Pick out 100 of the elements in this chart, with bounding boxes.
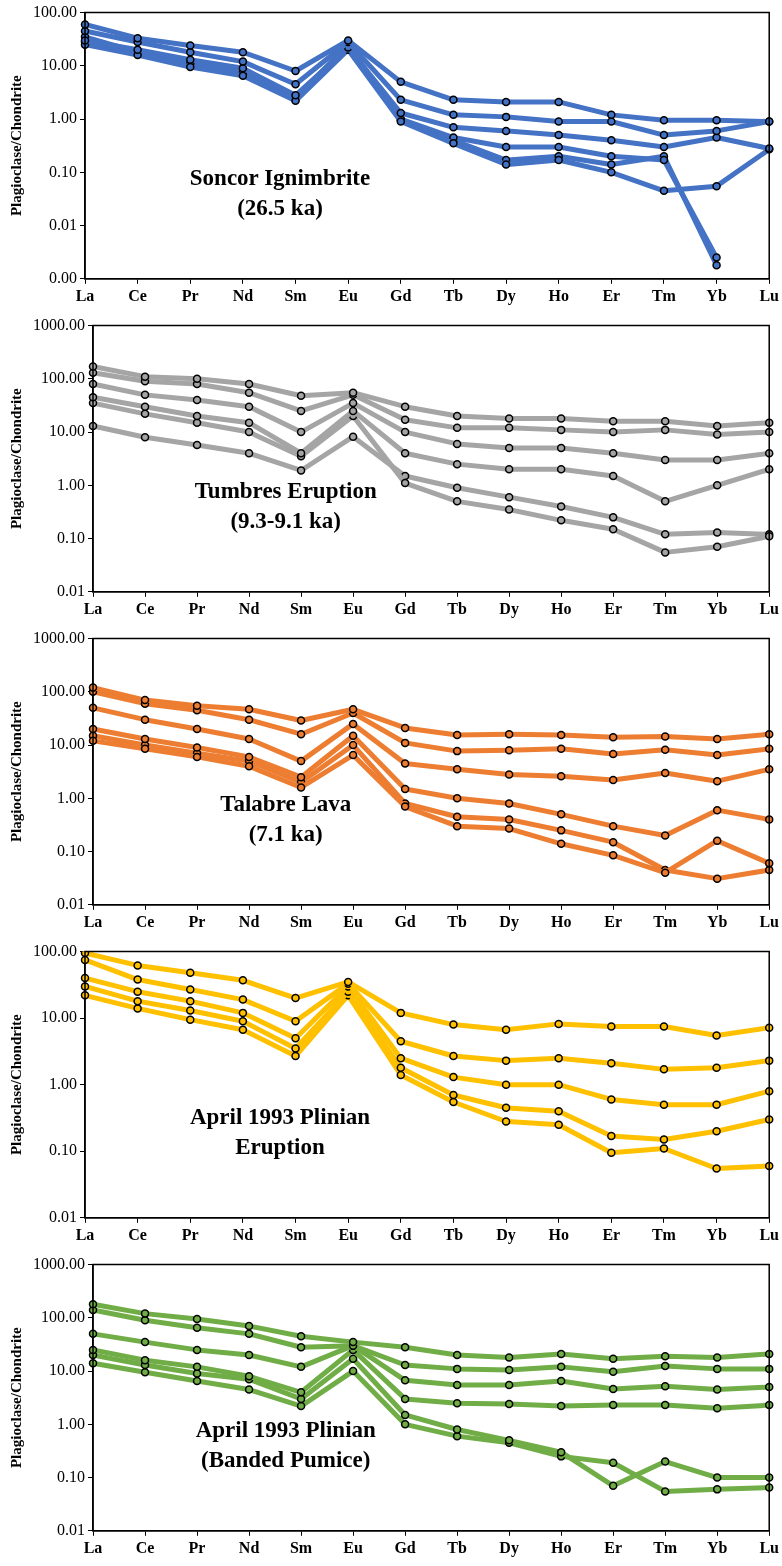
x-tick-label: Lu (759, 912, 780, 930)
x-tick-label: Tm (651, 286, 677, 304)
x-tick-label: Dy (499, 912, 519, 931)
x-tick-label: Lu (759, 1225, 780, 1243)
annotation: Tumbres Eruption (194, 477, 377, 503)
y-tick-label: 1.00 (57, 1414, 85, 1432)
x-tick-label: Dy (496, 286, 516, 305)
y-tick-label: 0.10 (49, 162, 77, 180)
x-tick-label: Eu (343, 912, 363, 930)
y-axis-title: Plagioclase/Chondrite (7, 1013, 24, 1156)
x-tick-label: Nd (238, 912, 260, 930)
y-tick-label: 100.00 (41, 369, 85, 387)
y-tick-label: 0.10 (49, 1141, 77, 1159)
x-tick-label: Tb (447, 912, 467, 930)
x-tick-label: Sm (289, 599, 313, 617)
y-tick-label: 0.01 (57, 895, 85, 912)
x-tick-label: Nd (238, 599, 260, 617)
y-tick-label: 10.00 (49, 422, 85, 440)
y-tick-label: 100.00 (41, 682, 85, 700)
x-tick-label: Ho (548, 1225, 569, 1243)
x-tick-label: Tb (447, 599, 467, 617)
x-tick-label: Eu (343, 599, 363, 617)
x-tick-label: Gd (394, 599, 416, 617)
x-tick-label: Yb (706, 1538, 728, 1556)
y-tick-label: 0.01 (49, 1208, 77, 1225)
y-tick-label: 100.00 (33, 2, 77, 20)
y-tick-label: 10.00 (49, 1361, 85, 1379)
x-tick-label: Eu (338, 1225, 359, 1243)
x-tick-label: Sm (284, 1225, 308, 1243)
annotation: (9.3-9.1 ka) (230, 507, 341, 533)
x-tick-label: Dy (499, 599, 519, 618)
x-tick-label: Sm (284, 286, 308, 304)
x-tick-label: Tm (653, 912, 678, 930)
x-tick-label: Gd (390, 286, 412, 304)
x-tick-label: Ce (135, 599, 155, 617)
x-tick-label: Ho (550, 1538, 572, 1556)
x-tick-label: Lu (759, 286, 780, 304)
x-tick-label: La (83, 1538, 103, 1556)
x-tick-label: Lu (759, 1538, 780, 1556)
annotation: Eruption (235, 1133, 325, 1159)
y-tick-label: 0.10 (57, 841, 85, 859)
x-tick-label: Tm (653, 599, 678, 617)
x-tick-label: Ho (550, 912, 572, 930)
annotation: April 1993 Plinian (195, 1416, 377, 1442)
x-tick-label: Nd (238, 1538, 260, 1556)
x-tick-label: Ho (548, 286, 569, 304)
y-tick-label: 10.00 (49, 735, 85, 753)
y-tick-label: 1.00 (49, 109, 77, 127)
y-axis-title: Plagioclase/Chondrite (7, 387, 24, 530)
x-tick-label: Sm (289, 1538, 313, 1556)
x-tick-label: Ho (550, 599, 572, 617)
annotation: April 1993 Plinian (189, 1103, 371, 1129)
y-axis-title: Plagioclase/Chondrite (7, 74, 24, 217)
x-tick-label: Eu (338, 286, 359, 304)
x-tick-label: Nd (232, 286, 254, 304)
y-tick-label: 0.01 (57, 1521, 85, 1538)
y-tick-label: 1.00 (57, 788, 85, 806)
x-tick-label: Pr (181, 286, 199, 304)
x-tick-label: Dy (496, 1225, 516, 1244)
y-tick-label: 1000.00 (33, 315, 85, 333)
y-axis-title: Plagioclase/Chondrite (7, 1326, 24, 1469)
x-tick-label: Yb (706, 912, 728, 930)
y-tick-label: 0.10 (57, 528, 85, 546)
y-tick-label: 10.00 (41, 56, 77, 74)
x-tick-label: Ce (135, 1538, 155, 1556)
y-tick-label: 100.00 (33, 941, 77, 959)
y-tick-label: 1000.00 (33, 628, 85, 646)
y-tick-label: 10.00 (41, 1008, 77, 1026)
annotation: Talabre Lava (220, 790, 352, 816)
x-tick-label: Er (604, 1538, 623, 1556)
x-tick-label: La (75, 1225, 95, 1243)
x-tick-label: Ce (135, 912, 155, 930)
annotation: (7.1 ka) (248, 820, 323, 846)
annotation: (26.5 ka) (237, 194, 323, 220)
x-tick-label: Gd (394, 912, 416, 930)
x-tick-label: Pr (188, 912, 206, 930)
y-tick-label: 1000.00 (33, 1254, 85, 1272)
x-tick-label: Lu (759, 599, 780, 617)
y-axis-title: Plagioclase/Chondrite (7, 700, 24, 843)
y-tick-label: 0.00 (49, 269, 77, 286)
x-tick-label: La (83, 599, 103, 617)
x-tick-label: Eu (343, 1538, 363, 1556)
y-tick-label: 0.10 (57, 1467, 85, 1485)
x-tick-label: Er (604, 912, 623, 930)
x-tick-label: Yb (706, 599, 728, 617)
y-tick-label: 1.00 (57, 475, 85, 493)
y-tick-label: 100.00 (41, 1308, 85, 1326)
x-tick-label: Tb (447, 1538, 467, 1556)
y-tick-label: 0.01 (49, 215, 77, 233)
x-tick-label: Tm (651, 1225, 677, 1243)
x-tick-label: Er (604, 599, 623, 617)
x-tick-label: Pr (188, 599, 206, 617)
x-tick-label: Ce (128, 286, 147, 304)
x-tick-label: Tb (443, 1225, 464, 1243)
annotation: Soncor Ignimbrite (189, 164, 371, 190)
x-tick-label: Ce (128, 1225, 147, 1243)
x-tick-label: Gd (390, 1225, 412, 1243)
x-tick-label: Tm (653, 1538, 678, 1556)
x-tick-label: Gd (394, 1538, 416, 1556)
x-tick-label: Yb (706, 286, 727, 304)
